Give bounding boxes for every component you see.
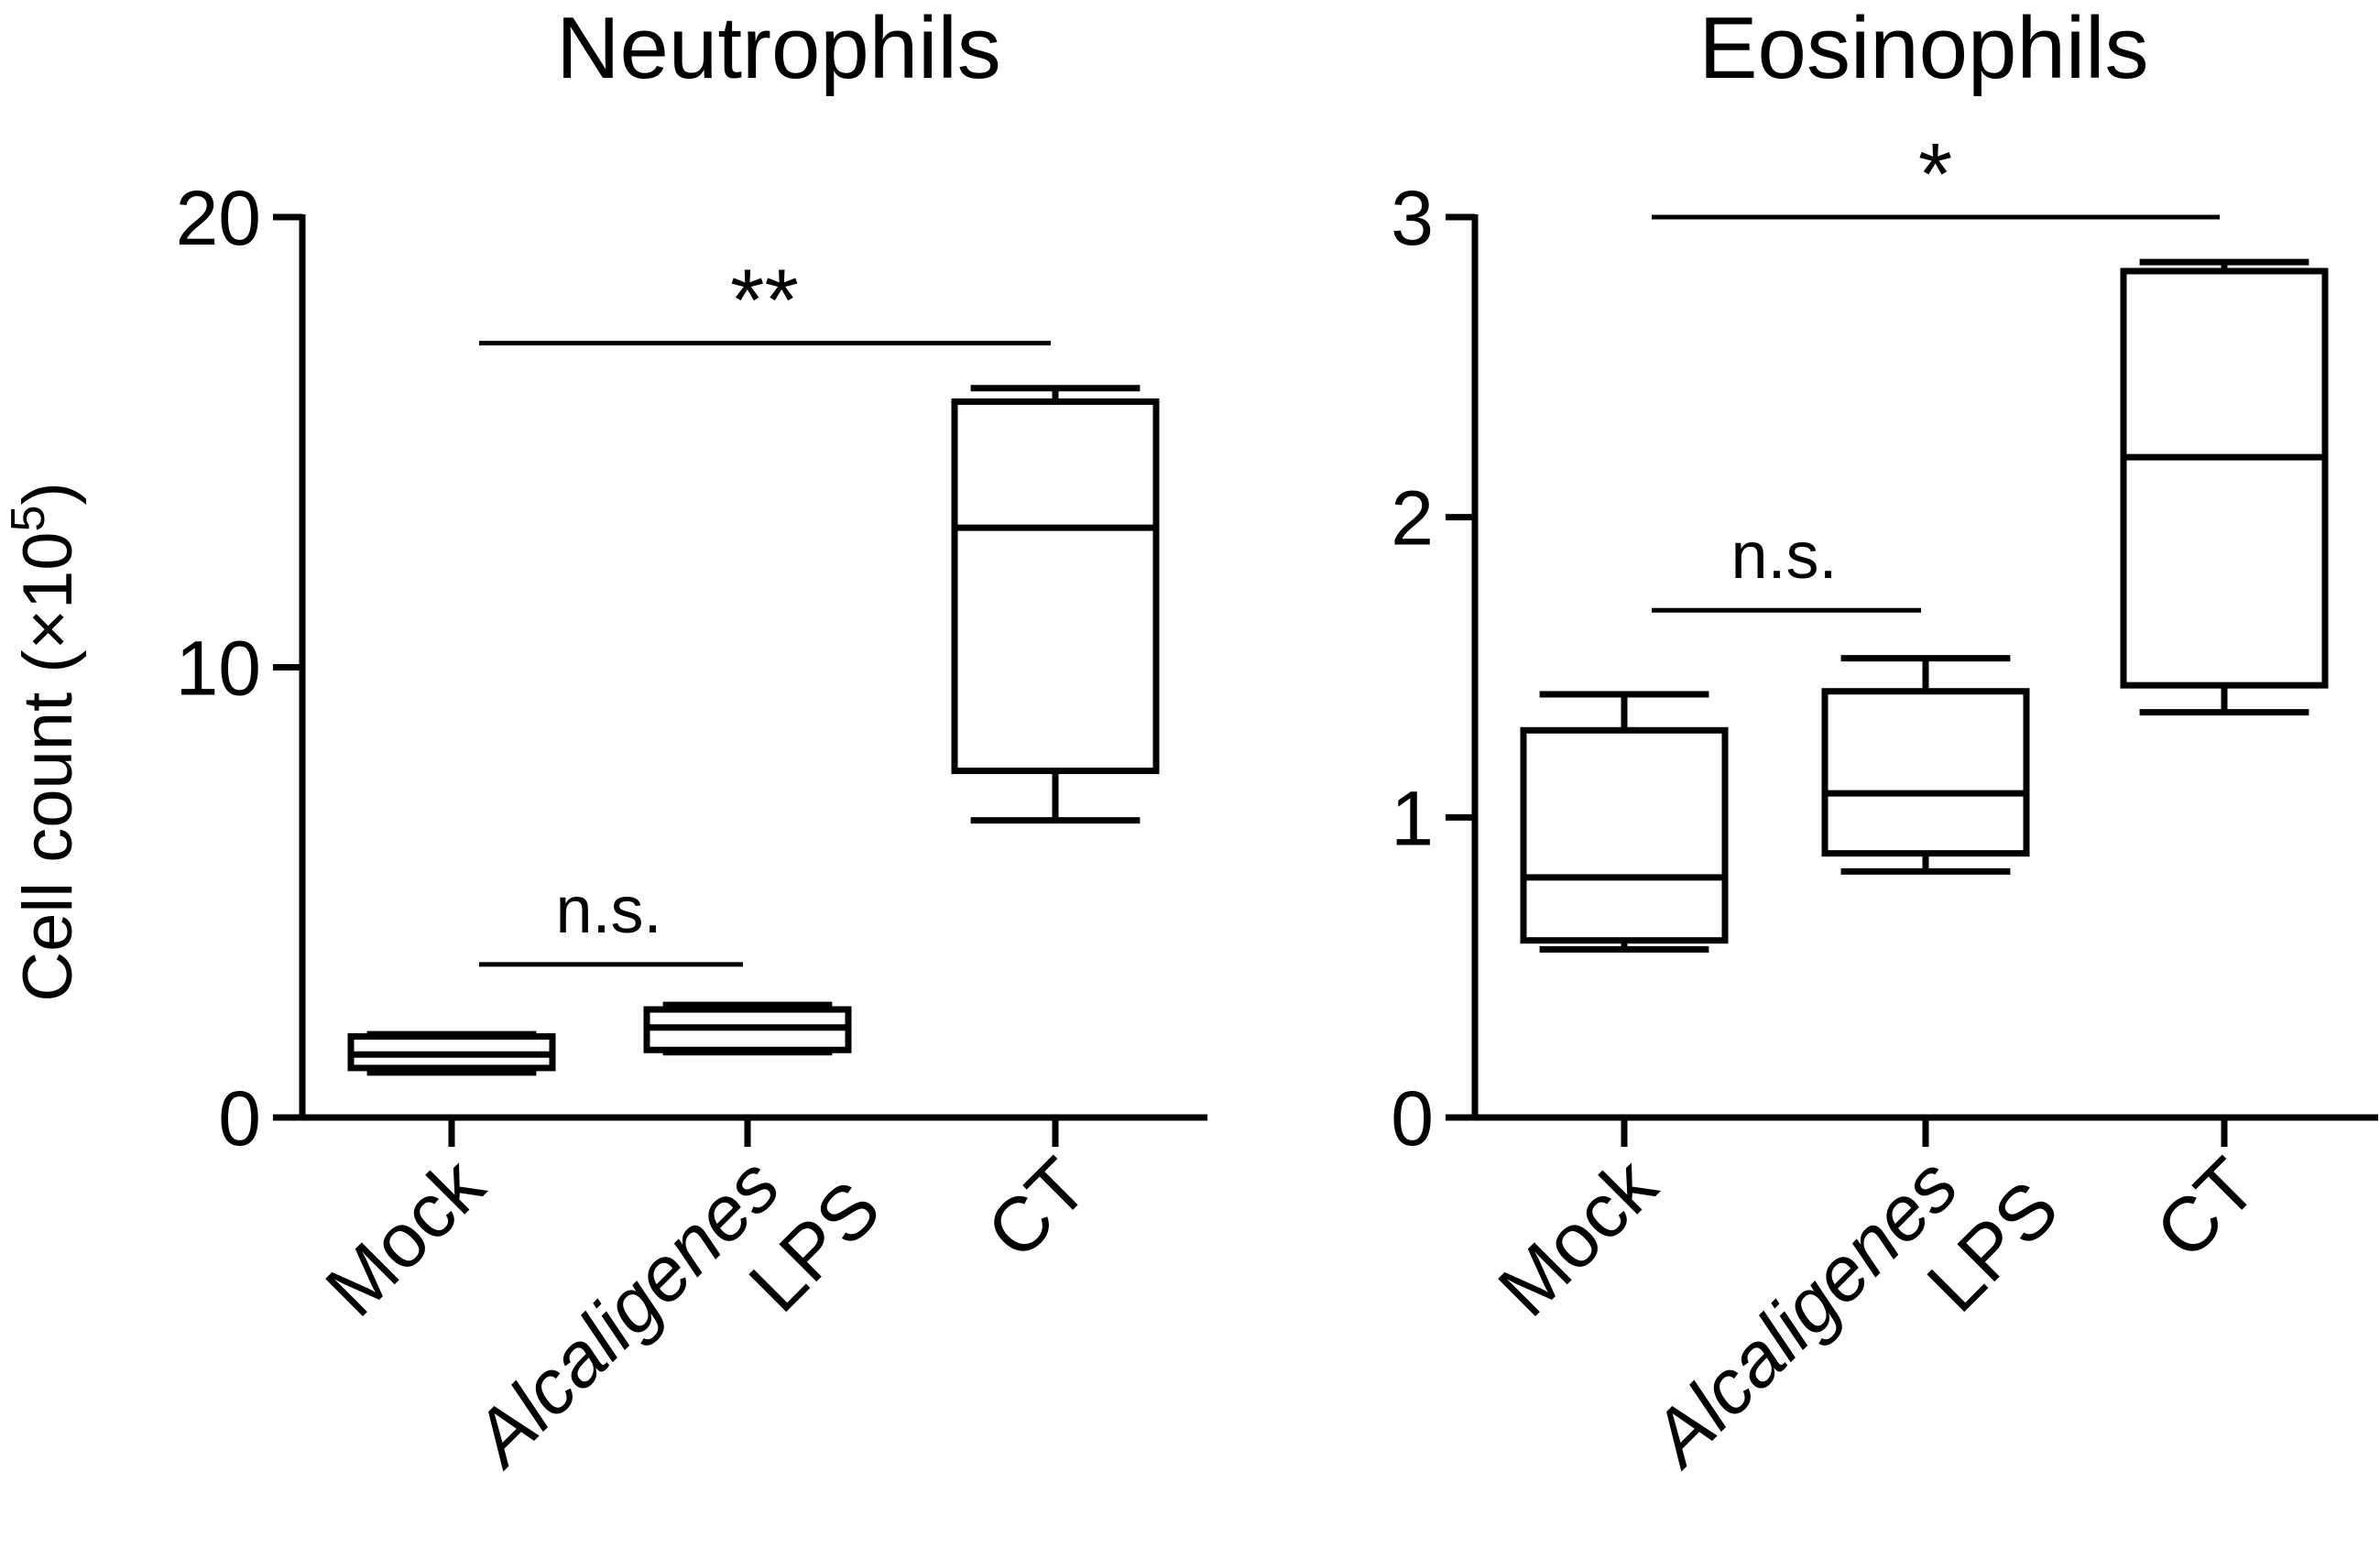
box-1 xyxy=(1821,655,2030,875)
category-label-1-line-0: Alcaligenes xyxy=(453,1141,796,1484)
category-label-1-line-0: Alcaligenes xyxy=(1632,1141,1974,1484)
significance-stars-1: * xyxy=(1918,125,1952,223)
y-axis-label-exponent: 5 xyxy=(2,506,55,532)
category-label-0-line-0: Mock xyxy=(309,1141,500,1333)
y-tick-label-0: 0 xyxy=(218,1075,261,1161)
y-axis-label: Cell count (×105) xyxy=(2,482,87,1002)
category-label-2: CT xyxy=(970,1141,1104,1275)
category-label-0: Mock xyxy=(1481,1141,1673,1333)
box-iqr xyxy=(2120,267,2329,689)
significance-ns-0: n.s. xyxy=(1730,519,1837,593)
y-tick-label-1: 10 xyxy=(176,626,261,712)
category-label-0-line-0: Mock xyxy=(1481,1141,1673,1333)
y-tick-label-2: 2 xyxy=(1391,475,1434,561)
box-2 xyxy=(951,385,1160,824)
category-label-1: AlcaligenesLPS xyxy=(453,1103,896,1545)
box-iqr xyxy=(1520,726,1729,944)
category-label-0: Mock xyxy=(309,1141,500,1333)
category-label-1: AlcaligenesLPS xyxy=(1632,1103,2074,1545)
category-label-2: CT xyxy=(2139,1141,2273,1275)
box-0 xyxy=(1520,691,1729,954)
panel-title: Neutrophils xyxy=(556,0,1001,97)
box-0 xyxy=(347,1030,556,1076)
category-label-2-line-0: CT xyxy=(2139,1141,2273,1275)
y-tick-label-1: 1 xyxy=(1391,775,1434,861)
box-iqr xyxy=(951,398,1160,775)
significance-stars-1: ** xyxy=(730,252,799,350)
y-tick-label-2: 20 xyxy=(176,175,261,261)
y-tick-label-3: 3 xyxy=(1391,175,1434,261)
box-1 xyxy=(643,1001,852,1056)
category-label-2-line-0: CT xyxy=(970,1141,1104,1275)
panel-title: Eosinophils xyxy=(1699,0,2149,97)
significance-ns-0: n.s. xyxy=(555,874,661,947)
y-axis-label-close: ) xyxy=(9,482,87,505)
box-2 xyxy=(2120,258,2329,716)
y-tick-label-0: 0 xyxy=(1391,1075,1434,1161)
y-axis-label-main: Cell count (×10 xyxy=(9,531,87,1001)
box-iqr xyxy=(1821,688,2030,857)
